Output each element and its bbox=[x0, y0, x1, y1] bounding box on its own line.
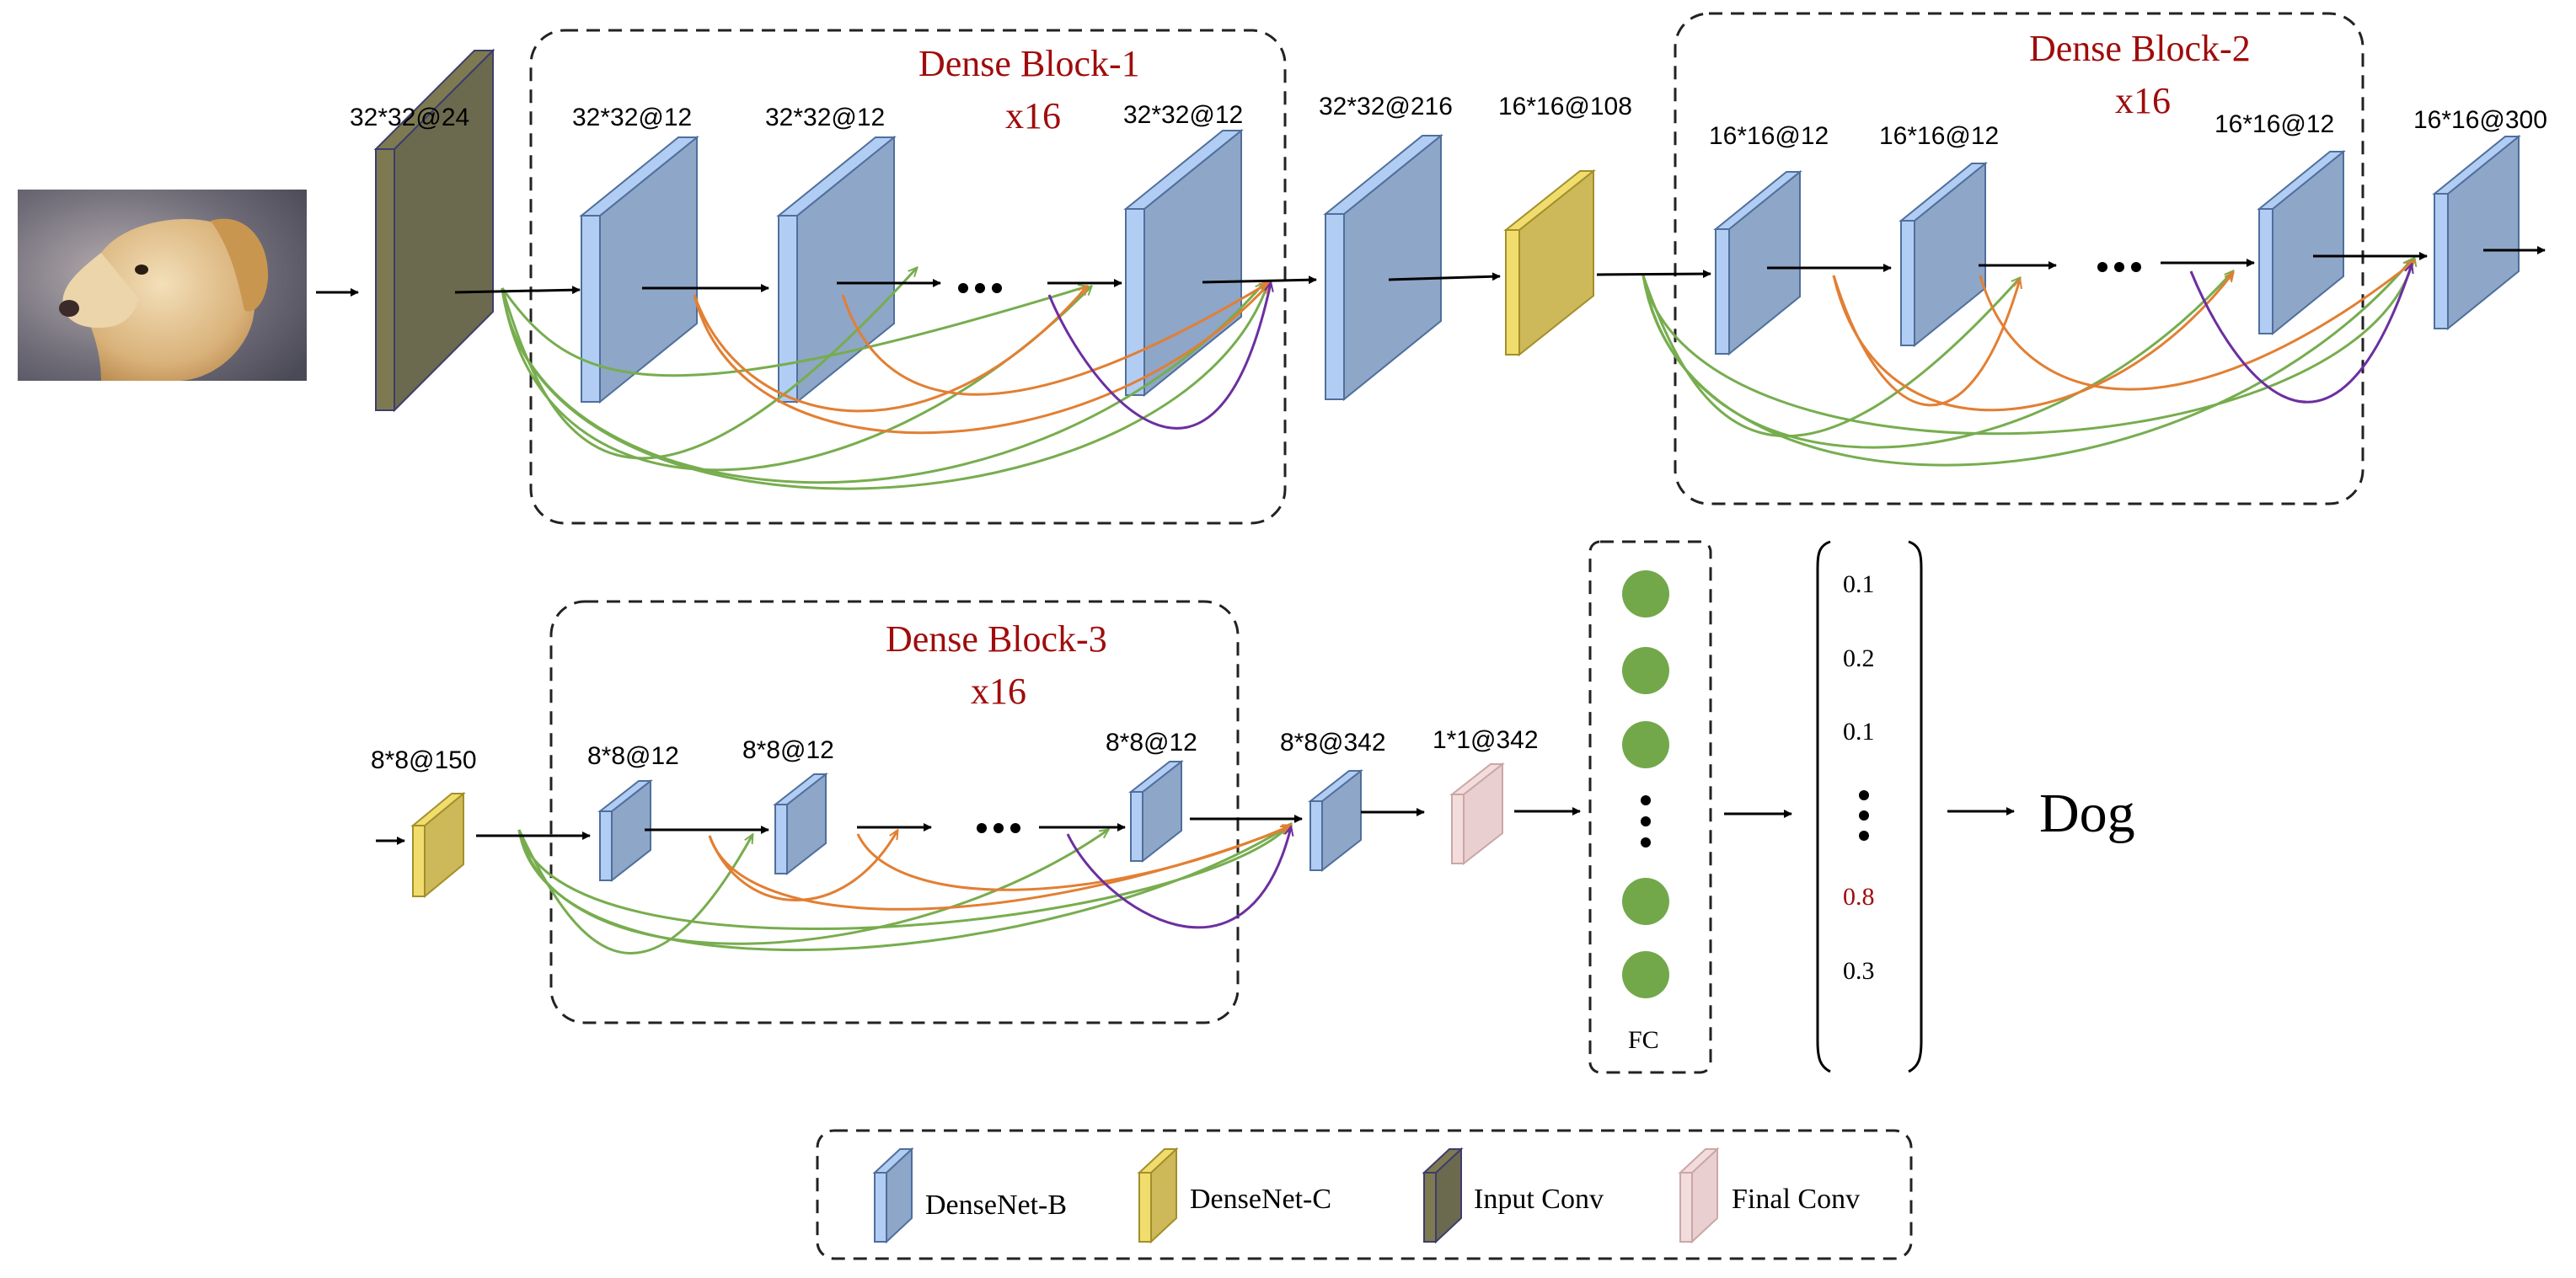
fc-node bbox=[1622, 647, 1669, 694]
skip-connection-purple bbox=[1047, 283, 1271, 430]
block1-layer-label: 32*32@12 bbox=[1123, 101, 1243, 129]
dense-block-2-frame bbox=[1674, 12, 2364, 505]
block3-layer-1 bbox=[597, 778, 653, 883]
block3-output-layer bbox=[1308, 768, 1363, 873]
legend-label-densenet-c: DenseNet-C bbox=[1190, 1184, 1331, 1215]
after-block2-label: 16*16@300 bbox=[2413, 106, 2547, 134]
fc-nodes bbox=[1622, 570, 1669, 998]
legend-frame bbox=[816, 1129, 1913, 1260]
prob-value: 0.3 bbox=[1843, 957, 1875, 985]
block1-repeat: x16 bbox=[1005, 95, 1061, 136]
skip-connection-green bbox=[517, 824, 1291, 931]
block1-title: Dense Block-1 bbox=[918, 43, 1140, 84]
final-conv-label: 1*1@342 bbox=[1433, 726, 1539, 754]
arrow bbox=[1388, 272, 1501, 281]
ellipsis-block3 bbox=[977, 823, 1020, 833]
arrow bbox=[454, 286, 581, 295]
block3-layer-label: 8*8@12 bbox=[1106, 729, 1197, 757]
block2-layer-label: 16*16@12 bbox=[1709, 122, 1829, 150]
fc-node bbox=[1622, 951, 1669, 998]
final-conv-icon bbox=[1678, 1147, 1720, 1244]
block2-layer-label: 16*16@12 bbox=[1879, 122, 1999, 150]
densenet-c-icon bbox=[1137, 1147, 1179, 1244]
skip-connection-green bbox=[1641, 259, 2412, 467]
prob-bracket-left bbox=[1816, 540, 1831, 1073]
prob-ellipsis bbox=[1859, 790, 1869, 841]
skip-connection-orange bbox=[693, 286, 1087, 413]
block2-layer-1 bbox=[1713, 169, 1802, 356]
skip-connection-green bbox=[517, 829, 752, 954]
skip-connection-orange bbox=[856, 826, 1291, 891]
prob-bracket-right bbox=[1908, 540, 1923, 1073]
prob-value: 0.1 bbox=[1843, 718, 1875, 746]
skip-connection-orange bbox=[841, 283, 1268, 396]
block3-repeat: x16 bbox=[971, 671, 1026, 712]
skip-connection-purple bbox=[2189, 265, 2412, 404]
legend-label-densenet-b: DenseNet-B bbox=[925, 1190, 1067, 1221]
block3-layer-label: 8*8@12 bbox=[742, 736, 834, 764]
skip-connection-orange bbox=[693, 285, 1268, 435]
after-block1-label: 32*32@216 bbox=[1319, 93, 1453, 120]
fc-label: FC bbox=[1628, 1026, 1659, 1054]
skip-connection-orange bbox=[708, 831, 897, 901]
dense-block-3-frame bbox=[549, 600, 1240, 1024]
input-conv-layer bbox=[373, 48, 495, 413]
block2-layer-3 bbox=[2257, 149, 2346, 336]
skip-connection-orange bbox=[1832, 273, 2233, 412]
densenet-b-icon bbox=[872, 1147, 914, 1244]
dog-photo-icon bbox=[18, 190, 307, 381]
skip-connection-green bbox=[1641, 275, 2020, 437]
after-block3-label: 8*8@342 bbox=[1280, 729, 1386, 757]
block1-layer-label: 32*32@12 bbox=[765, 104, 885, 131]
block2-title: Dense Block-2 bbox=[2029, 28, 2251, 69]
block1-layer-label: 32*32@12 bbox=[572, 104, 692, 131]
skip-connection-green bbox=[501, 283, 1268, 490]
final-conv-layer bbox=[1449, 762, 1505, 866]
block1-output-layer bbox=[1323, 133, 1443, 402]
ellipsis-block1 bbox=[958, 283, 1002, 293]
block2-repeat: x16 bbox=[2115, 80, 2171, 121]
block3-title: Dense Block-3 bbox=[886, 618, 1107, 660]
skip-connection-green bbox=[501, 286, 1087, 377]
fc-frame bbox=[1588, 540, 1712, 1074]
block2-layer-2 bbox=[1899, 161, 1988, 348]
skip-connection-orange bbox=[1979, 261, 2414, 391]
block2-layer-label: 16*16@12 bbox=[2215, 110, 2334, 138]
transition1-label: 16*16@108 bbox=[1498, 93, 1632, 120]
prob-value: 0.1 bbox=[1843, 570, 1875, 598]
dense-block-1-frame bbox=[529, 29, 1287, 525]
block1-layer-1 bbox=[579, 135, 699, 404]
fc-node bbox=[1622, 878, 1669, 925]
fc-node bbox=[1622, 721, 1669, 768]
block2-output-layer bbox=[2432, 134, 2521, 331]
skip-connection-green bbox=[1641, 258, 2414, 436]
arrow bbox=[1596, 270, 1711, 279]
block1-layer-3 bbox=[1123, 128, 1244, 398]
input-conv-label: 32*32@24 bbox=[350, 104, 469, 131]
input-conv-icon bbox=[1422, 1147, 1464, 1244]
block3-layer-label: 8*8@12 bbox=[587, 742, 679, 770]
prob-value-highlight: 0.8 bbox=[1843, 883, 1875, 911]
legend-label-final-conv: Final Conv bbox=[1732, 1184, 1860, 1215]
block3-layer-3 bbox=[1128, 759, 1184, 864]
legend-label-input-conv: Input Conv bbox=[1474, 1184, 1604, 1215]
fc-node bbox=[1622, 570, 1669, 618]
block3-layer-2 bbox=[773, 772, 828, 876]
skip-connection-purple bbox=[1066, 827, 1291, 929]
transition2-label: 8*8@150 bbox=[371, 746, 477, 774]
arrow bbox=[1202, 275, 1317, 285]
skip-connection-green bbox=[501, 286, 1091, 472]
prob-value: 0.2 bbox=[1843, 644, 1875, 672]
ellipsis-block2 bbox=[2097, 262, 2141, 272]
transition2-layer bbox=[410, 791, 466, 899]
transition1-layer bbox=[1503, 168, 1596, 357]
legend: DenseNet-B DenseNet-C Input Conv Final C… bbox=[872, 1147, 1860, 1244]
prediction-label: Dog bbox=[2039, 783, 2135, 844]
